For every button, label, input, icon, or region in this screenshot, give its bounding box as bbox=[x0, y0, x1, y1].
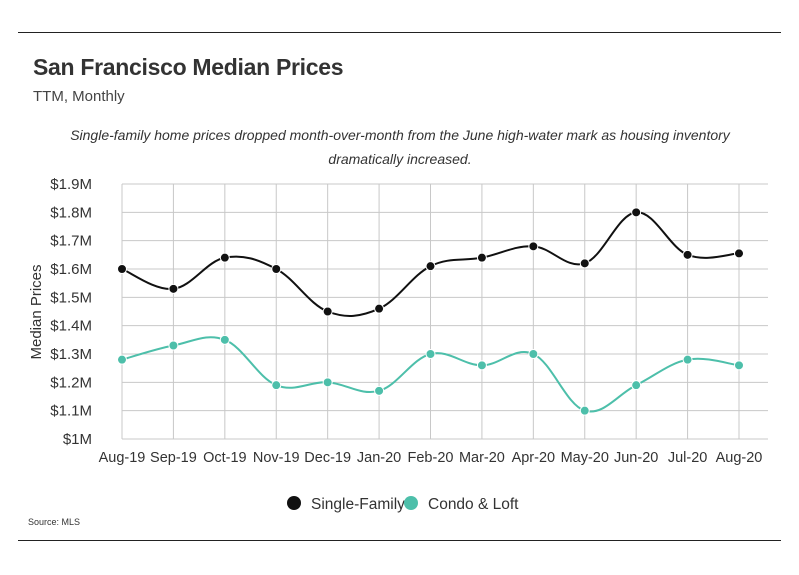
top-rule bbox=[18, 32, 781, 33]
condo-loft-point bbox=[579, 405, 590, 416]
x-tick-label: Aug-19 bbox=[99, 450, 146, 466]
x-tick-label: Jan-20 bbox=[357, 450, 401, 466]
condo-loft-point bbox=[117, 354, 127, 365]
legend-marker-condo-loft bbox=[404, 496, 418, 510]
single-family-point bbox=[579, 258, 590, 269]
x-tick-label: Dec-19 bbox=[304, 450, 351, 466]
condo-loft-point bbox=[271, 380, 282, 391]
single-family-point bbox=[117, 264, 127, 274]
chart-annotation: Single-family home prices dropped month-… bbox=[70, 127, 730, 167]
condo-loft-point bbox=[322, 377, 333, 388]
y-tick-label: $1.4M bbox=[50, 318, 92, 335]
y-axis-title: Median Prices bbox=[28, 264, 45, 359]
bottom-rule bbox=[18, 540, 781, 541]
x-tick-label: Aug-20 bbox=[716, 450, 763, 466]
y-tick-label: $1.2M bbox=[50, 374, 92, 391]
single-family-point bbox=[322, 306, 333, 317]
x-tick-label: Nov-19 bbox=[253, 450, 300, 466]
y-tick-label: $1.1M bbox=[50, 403, 92, 420]
x-tick-label: Oct-19 bbox=[203, 450, 247, 466]
single-family-point bbox=[374, 303, 385, 314]
single-family-point bbox=[631, 207, 642, 218]
y-tick-label: $1.7M bbox=[50, 233, 92, 250]
single-family-point bbox=[219, 252, 230, 263]
chart-subtitle: TTM, Monthly bbox=[33, 88, 125, 105]
y-tick-label: $1.6M bbox=[50, 261, 92, 278]
y-tick-label: $1M bbox=[63, 431, 92, 448]
x-tick-label: Mar-20 bbox=[459, 450, 505, 466]
legend-marker-single-family bbox=[287, 496, 301, 510]
condo-loft-point bbox=[734, 360, 744, 371]
legend-label-single-family: Single-Family bbox=[311, 496, 405, 513]
x-tick-label: Sep-19 bbox=[150, 450, 197, 466]
single-family-point bbox=[682, 249, 693, 260]
x-tick-label: Jul-20 bbox=[668, 450, 708, 466]
x-tick-label: May-20 bbox=[561, 450, 609, 466]
source-note: Source: MLS bbox=[28, 517, 81, 527]
chart-title: San Francisco Median Prices bbox=[33, 54, 344, 80]
condo-loft-point bbox=[682, 354, 693, 365]
x-tick-label: Apr-20 bbox=[512, 450, 556, 466]
condo-loft-point bbox=[219, 334, 230, 345]
condo-loft-point bbox=[528, 349, 539, 359]
condo-loft-point bbox=[476, 360, 487, 371]
condo-loft-point bbox=[168, 340, 179, 351]
single-family-point bbox=[734, 248, 744, 259]
legend-label-condo-loft: Condo & Loft bbox=[428, 496, 519, 513]
y-tick-label: $1.9M bbox=[50, 176, 92, 193]
x-tick-label: Feb-20 bbox=[408, 450, 454, 466]
single-family-point bbox=[528, 241, 539, 252]
y-tick-label: $1.3M bbox=[50, 346, 92, 363]
y-tick-label: $1.5M bbox=[50, 289, 92, 306]
single-family-point bbox=[168, 283, 179, 294]
x-tick-label: Jun-20 bbox=[614, 450, 658, 466]
condo-loft-point bbox=[425, 349, 436, 359]
y-tick-label: $1.8M bbox=[50, 204, 92, 221]
condo-loft-point bbox=[631, 380, 642, 391]
single-family-point bbox=[425, 261, 436, 272]
single-family-point bbox=[271, 264, 282, 274]
single-family-point bbox=[476, 252, 487, 263]
condo-loft-point bbox=[374, 385, 385, 396]
